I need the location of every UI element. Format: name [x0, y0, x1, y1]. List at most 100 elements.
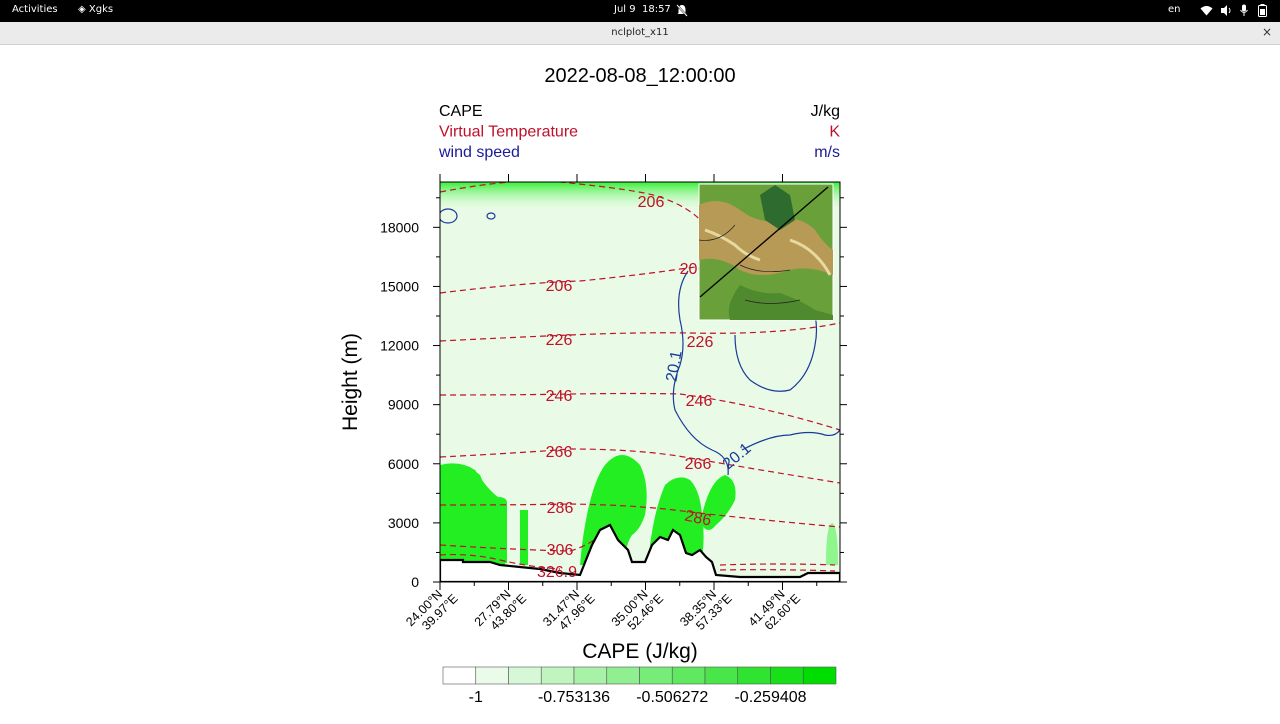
y-axis-title: Height (m) [339, 333, 362, 431]
clock-date: Jul 9 [614, 4, 636, 15]
temperature-label: 206 [546, 278, 573, 295]
temp-contour-246 [440, 392, 840, 431]
temp-contour-top [440, 182, 706, 226]
y-tick-label: 9000 [388, 397, 419, 413]
plot-frame [439, 181, 841, 583]
y-tick-label: 12000 [380, 338, 419, 354]
wind-contours [440, 208, 840, 476]
app-menu[interactable]: ◈ Xgks [78, 4, 113, 15]
x-tick-label: 38.35°N57.33°E [677, 582, 734, 639]
temperature-label: 246 [546, 388, 573, 405]
plot-canvas-area: 2022-08-08_12:00:00 CAPE J/kg Virtual Temp… [0, 45, 1280, 720]
colorbar-swatch [442, 666, 477, 685]
cape-shading [440, 455, 838, 565]
activities-button[interactable]: Activities [12, 4, 58, 15]
temperature-label: 286 [683, 508, 713, 530]
legend-entry-name: Virtual Temperature [439, 124, 578, 141]
colorbar-swatch [475, 666, 509, 685]
temperature-label: 286 [547, 500, 574, 517]
temperature-label: 226 [687, 334, 714, 351]
wind-contour-main [672, 270, 729, 476]
volume-icon[interactable] [1220, 4, 1233, 17]
cross-section-plot: 2022-08-08_12:00:00 CAPE J/kg Virtual Temp… [339, 65, 847, 706]
temperature-label: 266 [685, 456, 712, 473]
y-tick-label: 3000 [388, 515, 419, 531]
cape-blob-far-right [702, 475, 736, 530]
temperature-label: 326.9 [537, 564, 577, 581]
wind-contour-right-tail [741, 429, 840, 451]
legend-entry-unit: m/s [814, 144, 840, 161]
colorbar-label: -0.753136 [538, 689, 610, 706]
inset-map-mountains [699, 201, 833, 275]
colorbar-swatch [508, 666, 542, 685]
inset-map-caspian [760, 185, 795, 230]
bell-off-icon [676, 4, 688, 17]
colorbar-swatch [737, 666, 771, 685]
wifi-icon[interactable] [1200, 5, 1213, 16]
temp-contour-right-low [719, 563, 836, 566]
temp-contour-266 [440, 448, 840, 484]
temperature-label: 266 [546, 444, 573, 461]
colorbar-swatch [606, 666, 640, 685]
cape-blob-edge [826, 523, 838, 565]
colorbar-swatch [704, 666, 739, 685]
temp-contour-306 [440, 534, 601, 552]
y-tick-label: 6000 [388, 456, 419, 472]
inset-map-borders [698, 224, 801, 304]
colorbar-swatch [573, 666, 608, 685]
x-axis-title: CAPE (J/kg) [582, 640, 698, 663]
y-tick-label: 18000 [380, 219, 419, 235]
temperature-contours [440, 182, 840, 572]
legend-entry-name: wind speed [438, 144, 520, 161]
terrain-fill [440, 523, 840, 582]
clock[interactable]: Jul 9 18:57 [614, 4, 671, 15]
colorbar-label: -1 [469, 689, 483, 706]
cape-blob-left-lower [440, 463, 507, 563]
temperature-label: 206 [638, 194, 665, 211]
x-tick-label: 27.79°N43.80°E [472, 582, 529, 639]
microphone-icon[interactable] [1239, 4, 1249, 17]
wind-contour-right-loop [734, 314, 818, 392]
y-tick-label: 15000 [380, 278, 419, 294]
inset-map-ridge-east [789, 238, 832, 276]
colorbar: -1 -0.753136 -0.506272 -0.259408 [442, 666, 837, 706]
temperature-label: 306 [547, 542, 574, 559]
wind-speed-label: 20.1 [663, 349, 685, 383]
wind-contour-small-2 [486, 212, 496, 220]
legend-entry-unit: K [829, 124, 840, 141]
legend-entry-name: CAPE [439, 103, 483, 120]
colorbar-swatch [802, 666, 837, 685]
battery-icon[interactable] [1258, 4, 1267, 17]
temp-contour-206 [440, 262, 713, 294]
temp-contour-right-low-2 [719, 569, 836, 572]
inset-map-gulf [728, 285, 833, 320]
x-tick-label: 31.47°N47.96°E [540, 582, 597, 639]
app-diamond-icon: ◈ [78, 4, 86, 15]
temperature-label: 246 [686, 393, 713, 410]
colorbar-swatch [770, 666, 804, 685]
colorbar-swatch [671, 666, 706, 685]
x-tick-label: 41.49°N62.60°E [746, 582, 803, 639]
colorbar-swatch [639, 666, 673, 685]
window-title-bar[interactable]: nclplot_x11 × [0, 22, 1280, 45]
y-axis: 0 3000 6000 9000 12000 15000 18000 [380, 197, 847, 590]
y-tick-label: 0 [411, 574, 419, 590]
inset-map-section-line [699, 186, 829, 298]
plot-title: 2022-08-08_12:00:00 [544, 65, 735, 87]
app-name: Xgks [88, 4, 114, 15]
inset-map-ridge [704, 228, 761, 262]
colorbar-label: -0.506272 [636, 689, 708, 706]
close-icon[interactable]: × [1261, 25, 1272, 39]
language-indicator[interactable]: en [1168, 4, 1181, 15]
temp-contour-226 [440, 322, 840, 342]
temp-contour-low [440, 553, 561, 570]
wind-contour-small-1 [440, 208, 458, 224]
location-inset-map [698, 183, 834, 321]
x-tick-label: 24.00°N39.97°E [403, 582, 460, 639]
colorbar-label: -0.259408 [734, 689, 806, 706]
system-top-bar: Activities ◈ Xgks Jul 9 18:57 en [0, 0, 1280, 22]
window-title: nclplot_x11 [611, 27, 669, 38]
